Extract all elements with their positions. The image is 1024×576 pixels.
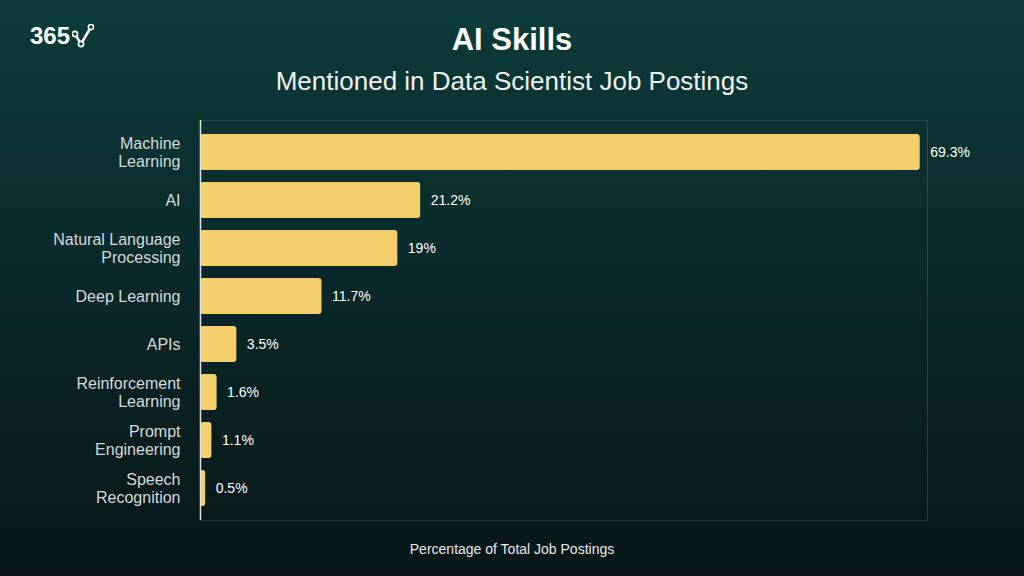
- svg-text:19%: 19%: [408, 240, 436, 256]
- svg-text:SpeechRecognition: SpeechRecognition: [96, 471, 181, 506]
- html-text:Percentage of Total Job Postin: Percentage of Total Job Postings: [409, 541, 615, 557]
- svg-text:0.5%: 0.5%: [216, 480, 248, 496]
- svg-text:AI: AI: [165, 192, 180, 209]
- svg-text:1.6%: 1.6%: [227, 384, 259, 400]
- html-text:Mentioned in Data Scientist Jo: Mentioned in Data Scientist Job Postings: [275, 66, 749, 96]
- svg-text:21.2%: 21.2%: [431, 192, 471, 208]
- svg-text:APIs: APIs: [147, 336, 181, 353]
- svg-text:11.7%: 11.7%: [332, 288, 371, 304]
- svg-text:Deep Learning: Deep Learning: [76, 288, 181, 305]
- svg-text:PromptEngineering: PromptEngineering: [95, 423, 181, 458]
- svg-text:ReinforcementLearning: ReinforcementLearning: [76, 375, 181, 410]
- svg-text:1.1%: 1.1%: [222, 432, 254, 448]
- svg-text:3.5%: 3.5%: [247, 336, 279, 352]
- svg-text:MachineLearning: MachineLearning: [118, 135, 180, 170]
- svg-text:Natural LanguageProcessing: Natural LanguageProcessing: [53, 231, 180, 266]
- html-text:AI Skills: AI Skills: [451, 22, 573, 57]
- svg-text:69.3%: 69.3%: [930, 144, 970, 160]
- html-text:365: 365: [30, 22, 70, 49]
